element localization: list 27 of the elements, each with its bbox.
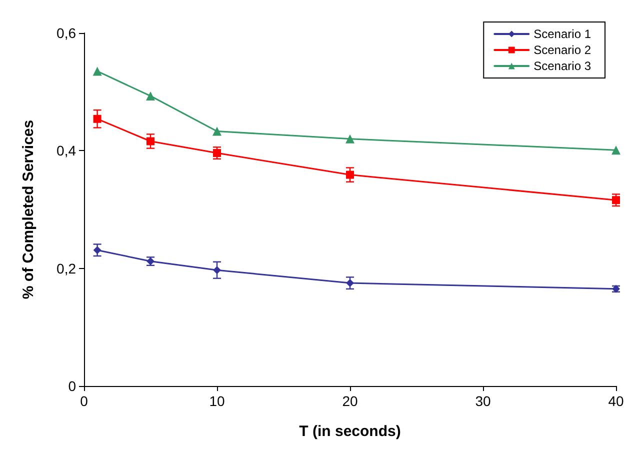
y-axis-title: % of Completed Services — [20, 120, 37, 300]
point — [146, 137, 154, 146]
y-tick-label: 0,2 — [56, 260, 76, 276]
legend-label: Scenario 3 — [534, 59, 592, 73]
legend-label: Scenario 2 — [534, 43, 592, 57]
point — [213, 266, 221, 274]
x-tick-label: 20 — [342, 393, 358, 409]
point — [92, 66, 102, 76]
point — [346, 170, 354, 179]
y-tick-label: 0,4 — [56, 142, 76, 159]
legend-label: Scenario 1 — [534, 27, 592, 41]
point — [93, 246, 102, 254]
point — [93, 114, 102, 123]
point — [212, 126, 222, 136]
point — [346, 279, 354, 288]
y-tick-label: 0,6 — [56, 25, 76, 41]
x-axis-title: T (in seconds) — [299, 423, 401, 440]
point — [213, 149, 221, 158]
x-tick-label: 30 — [475, 393, 491, 409]
y-tick-label: 0 — [68, 378, 76, 394]
x-tick-label: 10 — [209, 393, 225, 409]
point — [612, 196, 620, 204]
x-tick-label: 0 — [80, 393, 88, 409]
x-tick-label: 40 — [608, 393, 624, 409]
point — [346, 134, 354, 144]
point — [612, 146, 620, 155]
point — [146, 91, 155, 100]
